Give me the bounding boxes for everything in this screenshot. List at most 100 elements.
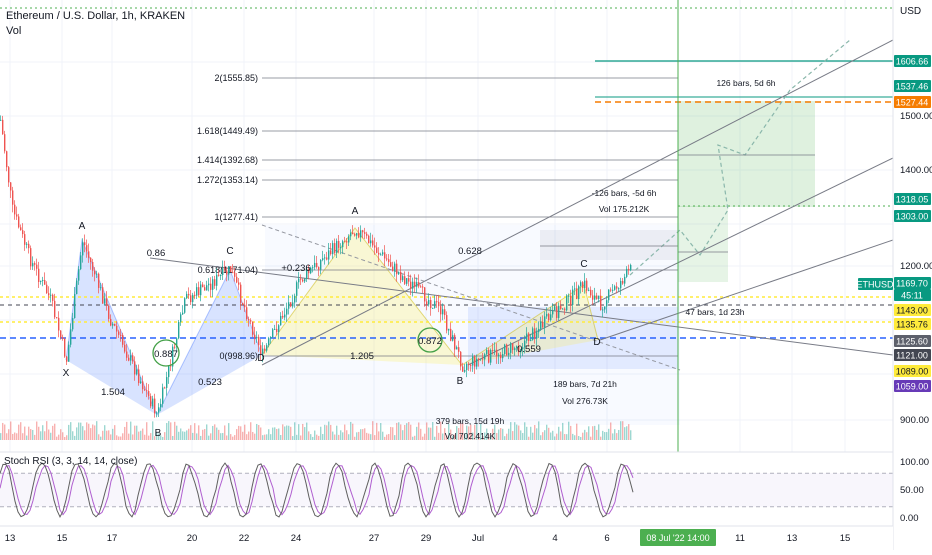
candle-body: [622, 280, 624, 284]
volume-bar: [296, 434, 298, 440]
time-axis[interactable]: 13 15 17 20 22 24 27 29 Jul 4 6 11 13 15 08 Jul '22 14…: [5, 529, 851, 546]
volume-bar: [352, 423, 354, 440]
candle-body: [446, 315, 448, 331]
time-tick: 20: [187, 533, 198, 544]
candle-body: [518, 346, 520, 353]
volume-bar: [416, 426, 418, 440]
price-badge-label: 1169.70: [896, 279, 928, 289]
candle-body: [536, 332, 538, 339]
candle-body: [492, 350, 494, 352]
volume-bar: [628, 424, 630, 440]
volume-bar: [58, 434, 60, 440]
volume-bar: [440, 421, 442, 440]
price-tick: 1500.00: [900, 111, 932, 122]
candle-body: [434, 301, 436, 308]
candle-body: [96, 273, 98, 275]
projection-path[interactable]: [540, 39, 851, 276]
candle-body: [180, 314, 182, 322]
candle-body: [372, 240, 374, 246]
descending-line: [149, 257, 894, 356]
candle-body: [322, 258, 324, 260]
candle-body: [436, 301, 438, 303]
stoch-d-line: [0, 464, 634, 516]
target-zone-small[interactable]: [678, 206, 728, 282]
osc-tick: 100.00: [900, 457, 929, 468]
volume-bar: [580, 436, 582, 440]
volume-bar: [388, 434, 390, 440]
volume-bar: [526, 426, 528, 440]
candle-body: [162, 387, 164, 404]
ratio-label: 1.205: [350, 351, 374, 362]
volume-bar: [484, 432, 486, 440]
candle-body: [220, 274, 222, 276]
volume-bar: [576, 423, 578, 440]
volume-bar: [250, 422, 252, 440]
candle-body: [366, 233, 368, 236]
candle-body: [270, 336, 272, 339]
price-axis[interactable]: 1500.00 1400.00 1200.00 900.00 1606.66 1537.4…: [856, 55, 932, 426]
volume-bar: [300, 435, 302, 440]
osc-tick: 0.00: [900, 513, 919, 524]
volume-bar: [412, 436, 414, 440]
candle-body: [430, 300, 432, 309]
candle-body: [200, 284, 202, 296]
measure-box-top[interactable]: [540, 230, 678, 260]
candle-body: [450, 328, 452, 341]
candle-body: [234, 272, 236, 277]
candle-body: [66, 356, 68, 362]
volume-bar: [492, 428, 494, 440]
volume-bar: [304, 427, 306, 440]
volume-bar: [216, 427, 218, 440]
volume-bar: [36, 421, 38, 440]
candle-body: [588, 289, 590, 291]
candle-body: [146, 390, 148, 392]
volume-bar: [566, 434, 568, 440]
candle-body: [552, 310, 554, 315]
candle-body: [556, 306, 558, 318]
volume-bar: [344, 424, 346, 440]
candle-body: [578, 286, 580, 300]
trend-channel[interactable]: [149, 39, 894, 371]
candle-body: [54, 300, 56, 318]
time-tick: 13: [5, 533, 16, 544]
ratio-label: 0.628: [458, 246, 482, 257]
candle-body: [204, 287, 206, 291]
volume-bar: [16, 433, 18, 440]
volume-bar: [26, 435, 28, 440]
volume-bar: [116, 435, 118, 440]
candle-body: [618, 288, 620, 290]
candle-body: [304, 278, 306, 282]
volume-bar: [246, 434, 248, 440]
volume-bar: [572, 433, 574, 440]
volume-bar: [46, 421, 48, 440]
volume-bar: [332, 431, 334, 440]
volume-bar: [598, 424, 600, 440]
price-tick: 1400.00: [900, 165, 932, 176]
volume-bar: [120, 436, 122, 440]
candle-body: [294, 295, 296, 303]
volume-bar: [532, 432, 534, 440]
candle-body: [174, 346, 176, 348]
candle-body: [544, 316, 546, 328]
volume-bar: [392, 427, 394, 440]
volume-bar: [188, 428, 190, 440]
candle-body: [508, 352, 510, 356]
candle-body: [46, 284, 48, 294]
volume-bar: [312, 436, 314, 440]
price-badge-bg: [894, 210, 931, 222]
stoch-rsi-pane[interactable]: [0, 451, 893, 526]
volume-bar: [156, 432, 158, 440]
candle-body: [344, 241, 346, 243]
fib-extension-levels[interactable]: 2(1555.85) 1.618(1449.49) 1.414(1392.68) 1.…: [197, 73, 678, 361]
candle-body: [374, 245, 376, 248]
volume-bar: [150, 433, 152, 440]
price-badge-label: 1121.00: [896, 351, 928, 361]
pattern-bcd-fill: [157, 270, 262, 415]
candle-body: [408, 278, 410, 282]
volume-bar: [438, 432, 440, 440]
volume-bar: [260, 427, 262, 440]
long-position-zone[interactable]: [678, 101, 815, 207]
time-tick: 6: [604, 533, 609, 544]
projected-wave: [629, 39, 851, 276]
